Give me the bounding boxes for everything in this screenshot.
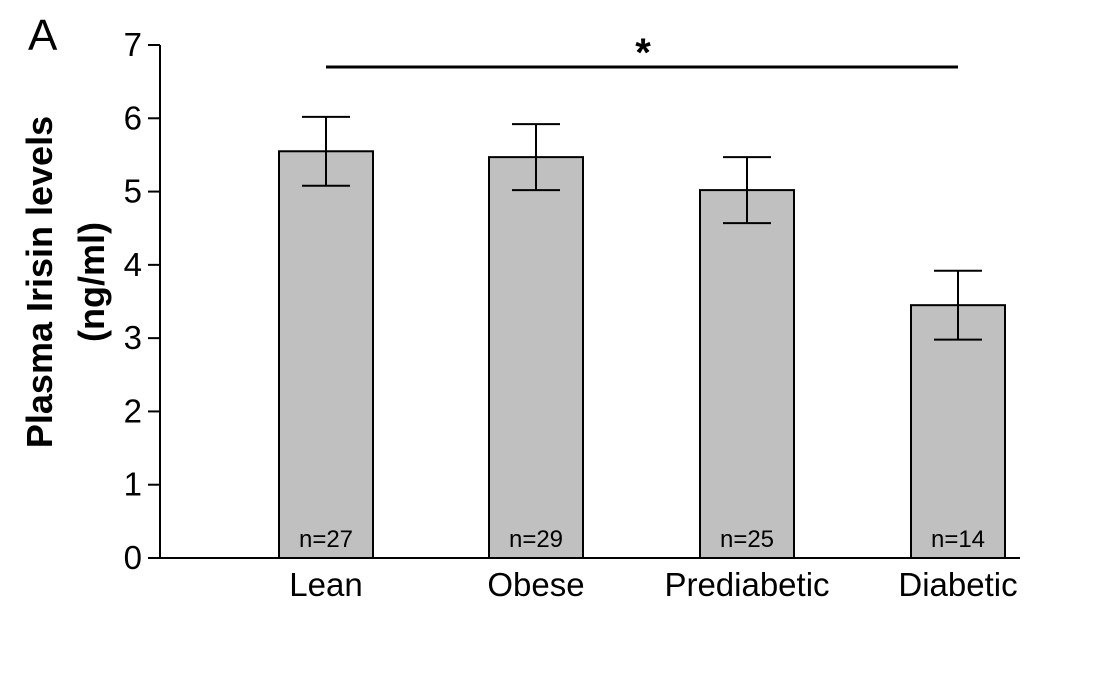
panel-label: A xyxy=(28,11,58,60)
bar-lean xyxy=(278,150,374,559)
category-label-diabetic: Diabetic xyxy=(898,566,1017,603)
y-tick-label: 7 xyxy=(124,26,142,63)
sample-size-label: n=27 xyxy=(299,526,353,553)
y-tick-label: 4 xyxy=(124,246,142,283)
sample-size-label: n=14 xyxy=(931,526,985,553)
sample-size-label: n=25 xyxy=(720,526,774,553)
y-tick-label: 5 xyxy=(124,173,142,210)
category-label-lean: Lean xyxy=(289,566,362,603)
y-axis-label-line1: Plasma Irisin levels xyxy=(19,116,60,448)
y-tick-label: 6 xyxy=(124,99,142,136)
sample-size-label: n=29 xyxy=(509,526,563,553)
bar-diabetic xyxy=(910,304,1006,559)
y-tick-label: 0 xyxy=(124,539,142,576)
significance-marker: * xyxy=(635,31,651,75)
category-label-prediabetic: Prediabetic xyxy=(664,566,829,603)
bar-prediabetic xyxy=(699,189,795,559)
bar-obese xyxy=(488,156,584,559)
category-label-obese: Obese xyxy=(487,566,584,603)
y-tick-label: 1 xyxy=(124,466,142,503)
y-tick-label: 2 xyxy=(124,392,142,429)
y-axis-label-line2: (ng/ml) xyxy=(71,222,112,342)
y-tick-label: 3 xyxy=(124,319,142,356)
plot-area: 0 1 2 3 4 5 6 7 Lean Obese Prediabetic Diabetic n=27… xyxy=(124,26,1020,603)
